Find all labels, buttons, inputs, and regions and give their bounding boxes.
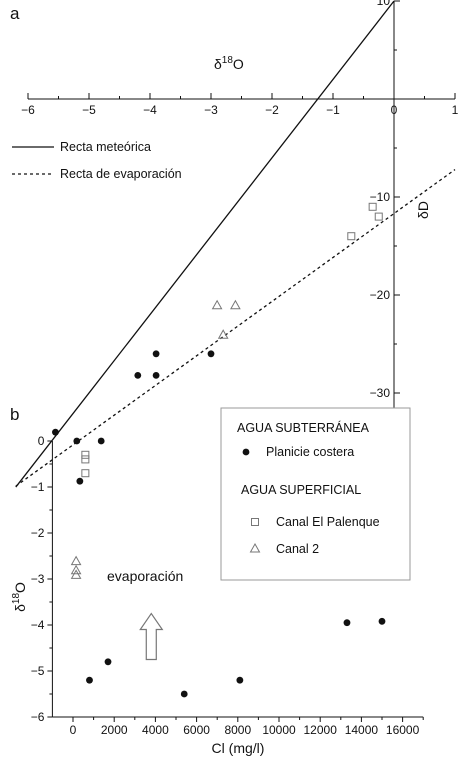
panel-a-data-point <box>347 232 356 241</box>
evaporation-line <box>15 169 456 487</box>
panel-b-data-point <box>236 676 244 684</box>
panel-b-x-tick-label: 0 <box>70 723 77 737</box>
panel-b-x-tick-label: 4000 <box>142 723 169 737</box>
panel-b-data-point <box>104 658 112 666</box>
panel-b-data-point <box>180 690 188 698</box>
panel-a-data-point <box>52 428 59 436</box>
panel-a-x-tick-label: −3 <box>204 103 218 117</box>
panel-b-data-point <box>70 555 82 566</box>
panel-b-yaxis-title-tail: O <box>12 582 28 593</box>
panel-b-y-tick-label: −6 <box>31 710 45 724</box>
panel-a-xaxis-title-main: δ <box>214 56 222 72</box>
panel-b-y-tick-label: −5 <box>31 664 45 678</box>
panel-b-yaxis-title-sup: 18 <box>11 593 22 605</box>
meteoric-line <box>15 0 395 488</box>
panel-b-data-point <box>70 569 82 579</box>
panel-b-data-point <box>70 564 82 575</box>
panel-a-data-point <box>374 212 383 221</box>
annotation-evaporacion: evaporación <box>107 568 183 584</box>
legend-filled-circle-marker <box>242 448 250 456</box>
panel-a-x-tick-label: −4 <box>143 103 157 117</box>
panel-b-yaxis-title: δ18O <box>11 582 28 612</box>
legend-heading-superficial: AGUA SUPERFICIAL <box>241 483 361 497</box>
panel-b-data-point <box>81 469 90 478</box>
panel-a-data-point <box>207 350 215 358</box>
panel-b-y-tick-label: −2 <box>31 526 45 540</box>
panel-a-data-point <box>211 299 223 310</box>
panel-a-data-point <box>97 437 105 445</box>
panel-b-y-tick-label: −3 <box>31 572 45 586</box>
panel-a-letter: a <box>10 4 20 23</box>
panel-b-y-tick-label: −1 <box>31 480 45 494</box>
legend-label-canal-palenque: Canal El Palenque <box>276 515 380 529</box>
legend-label-evaporacion: Recta de evaporación <box>60 167 182 181</box>
panel-a-data-point <box>217 329 229 339</box>
panel-b-x-tick-label: 10000 <box>262 723 296 737</box>
panel-a-data-point <box>152 350 160 358</box>
panel-b-x-tick-label: 2000 <box>101 723 128 737</box>
panel-b-legend: AGUA SUBTERRÁNEA Planicie costera AGUA S… <box>220 407 411 581</box>
panel-b-x-tick-label: 8000 <box>224 723 251 737</box>
panel-b-data-point <box>81 455 90 464</box>
panel-b-plot: 0 2000 4000 6000 8000 10000 12000 14000 16000 0 −1… <box>31 434 424 737</box>
legend-heading-subterranea: AGUA SUBTERRÁNEA <box>237 420 370 435</box>
panel-b-letter: b <box>10 405 19 424</box>
legend-open-square-marker <box>251 518 259 526</box>
evaporation-arrow-icon <box>139 612 164 661</box>
panel-a-x-tick-label: −2 <box>265 103 279 117</box>
legend-open-triangle-marker <box>249 542 261 553</box>
panel-a-data-point <box>73 437 81 445</box>
panel-b-x-tick-label: 12000 <box>304 723 338 737</box>
panel-a-data-point <box>152 371 160 379</box>
panel-b-data-point <box>86 676 93 684</box>
panel-a-x-tick-label: −6 <box>21 103 35 117</box>
panel-a-xaxis-title-sup: 18 <box>222 55 234 66</box>
panel-b-xaxis-title: Cl (mg/l) <box>212 740 265 756</box>
panel-b-yaxis-title-main: δ <box>12 604 28 612</box>
panel-b-y-tick-label: 0 <box>38 434 45 448</box>
panel-b-data-point <box>81 450 90 459</box>
panel-a-y-tick-label: −20 <box>370 288 391 302</box>
panel-b-data-point <box>378 617 386 625</box>
panel-a-data-point <box>134 371 142 379</box>
panel-a-y-tick-label: 10 <box>377 0 391 8</box>
legend-label-canal-2: Canal 2 <box>276 542 319 556</box>
panel-a-x-tick-label: 1 <box>452 103 459 117</box>
panel-b-x-tick-label: 6000 <box>183 723 210 737</box>
panel-b-x-tick-label: 14000 <box>345 723 379 737</box>
panel-a-x-tick-label: −5 <box>82 103 96 117</box>
legend-label-meteorica: Recta meteórica <box>60 140 151 154</box>
panel-a-x-tick-label: 0 <box>391 103 398 117</box>
panel-a-xaxis-title: δ18O <box>214 55 244 72</box>
panel-a-legend: Recta meteórica Recta de evaporación <box>12 140 182 181</box>
panel-b-data-point <box>343 619 351 627</box>
panel-a-xaxis-title-tail: O <box>233 56 244 72</box>
panel-a-data-point <box>76 477 84 485</box>
panel-a-y-tick-label: −30 <box>370 386 391 400</box>
panel-b-y-tick-label: −4 <box>31 618 45 632</box>
legend-label-planicie: Planicie costera <box>266 445 354 459</box>
panel-a-data-point <box>230 299 241 310</box>
panel-b-x-tick-label: 16000 <box>386 723 420 737</box>
panel-a-x-tick-label: −1 <box>326 103 340 117</box>
panel-a-y-tick-label: −10 <box>370 190 391 204</box>
panel-a-data-point <box>368 202 377 211</box>
panel-a-yaxis-title: δD <box>415 201 431 219</box>
panel-b-legend-box <box>220 407 411 581</box>
